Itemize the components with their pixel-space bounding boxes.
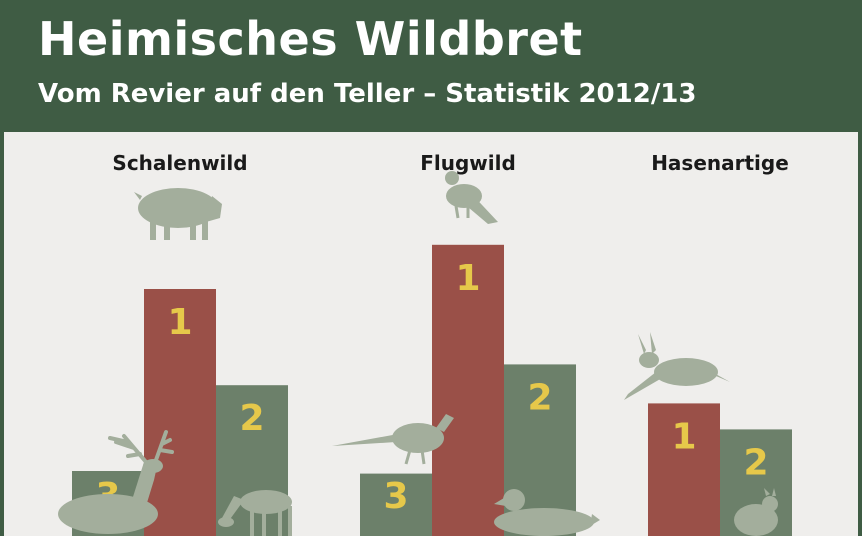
rank-label-group2-rank2: 2 <box>743 442 768 483</box>
group-label-0: Schalenwild <box>112 151 247 175</box>
frame-border-left <box>0 132 4 536</box>
pheasant-icon <box>332 414 454 465</box>
pigeon-icon <box>445 171 498 224</box>
hare-icon <box>624 332 730 400</box>
bar-group1-rank1 <box>432 244 504 536</box>
frame-border-right <box>858 132 862 536</box>
rank-label-group1-rank2: 2 <box>527 377 552 418</box>
bar-group2-rank1 <box>648 403 720 536</box>
deer-icon <box>58 430 174 534</box>
boar-icon <box>134 188 222 240</box>
group-label-2: Hasenartige <box>651 151 789 175</box>
rank-label-group1-rank3: 3 <box>383 476 408 517</box>
rank-label-group2-rank1: 1 <box>671 416 696 457</box>
bar-group1-rank3 <box>360 473 432 536</box>
page-title: Heimisches Wildbret <box>38 12 583 66</box>
roe-deer-icon <box>218 490 292 536</box>
rank-label-group1-rank1: 1 <box>455 258 480 299</box>
bar-group0-rank1 <box>144 289 216 536</box>
rank-label-group0-rank2: 2 <box>239 398 264 439</box>
rank-label-group0-rank1: 1 <box>167 302 192 343</box>
group-label-1: Flugwild <box>420 151 516 175</box>
page-subtitle: Vom Revier auf den Teller – Statistik 20… <box>38 79 697 109</box>
duck-icon <box>494 489 600 536</box>
rabbit-icon <box>734 488 778 536</box>
header-banner: Heimisches Wildbret Vom Revier auf den T… <box>0 0 862 132</box>
